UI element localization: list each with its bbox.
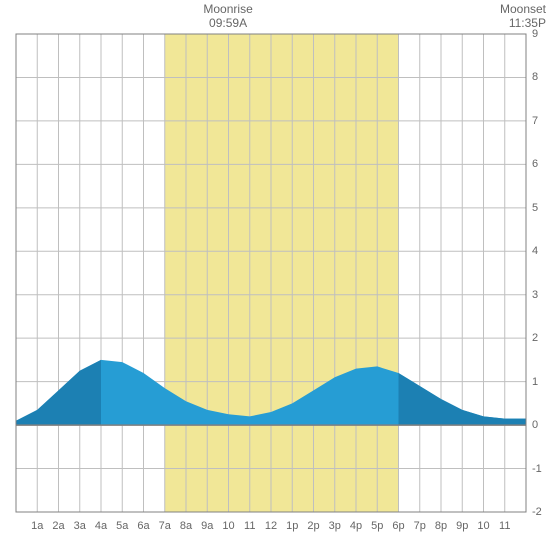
x-tick: 2a (52, 520, 64, 532)
tide-chart: Moonrise09:59AMoonset11:35P-2-1012345678… (0, 0, 550, 550)
x-tick: 5a (116, 520, 128, 532)
x-tick: 9p (456, 520, 468, 532)
chart-svg (0, 0, 550, 550)
y-tick: 1 (532, 376, 538, 388)
x-tick: 7p (414, 520, 426, 532)
x-tick: 2p (307, 520, 319, 532)
moonset-time: 11:35P (509, 16, 546, 30)
y-tick: 4 (532, 245, 538, 257)
moonrise-time: 09:59A (209, 16, 247, 30)
x-tick: 11 (244, 520, 255, 532)
y-tick: 0 (532, 419, 538, 431)
x-tick: 9a (201, 520, 213, 532)
x-tick: 10 (477, 520, 489, 532)
y-tick: -2 (532, 506, 542, 518)
y-tick: 9 (532, 28, 538, 40)
y-tick: 5 (532, 202, 538, 214)
x-tick: 7a (159, 520, 171, 532)
x-tick: 1a (31, 520, 43, 532)
x-tick: 11 (499, 520, 510, 532)
x-tick: 6a (137, 520, 149, 532)
x-tick: 8p (435, 520, 447, 532)
x-tick: 1p (286, 520, 298, 532)
x-tick: 8a (180, 520, 192, 532)
x-tick: 3p (329, 520, 341, 532)
y-tick: 7 (532, 115, 538, 127)
y-tick: 6 (532, 158, 538, 170)
x-tick: 4a (95, 520, 107, 532)
x-tick: 3a (74, 520, 86, 532)
x-tick: 10 (222, 520, 234, 532)
x-tick: 5p (371, 520, 383, 532)
x-tick: 6p (392, 520, 404, 532)
x-tick: 4p (350, 520, 362, 532)
y-tick: 2 (532, 332, 538, 344)
moonset-label: Moonset (500, 2, 546, 16)
y-tick: -1 (532, 463, 542, 475)
moonrise-label: Moonrise (203, 2, 252, 16)
y-tick: 3 (532, 289, 538, 301)
x-tick: 12 (265, 520, 277, 532)
y-tick: 8 (532, 71, 538, 83)
